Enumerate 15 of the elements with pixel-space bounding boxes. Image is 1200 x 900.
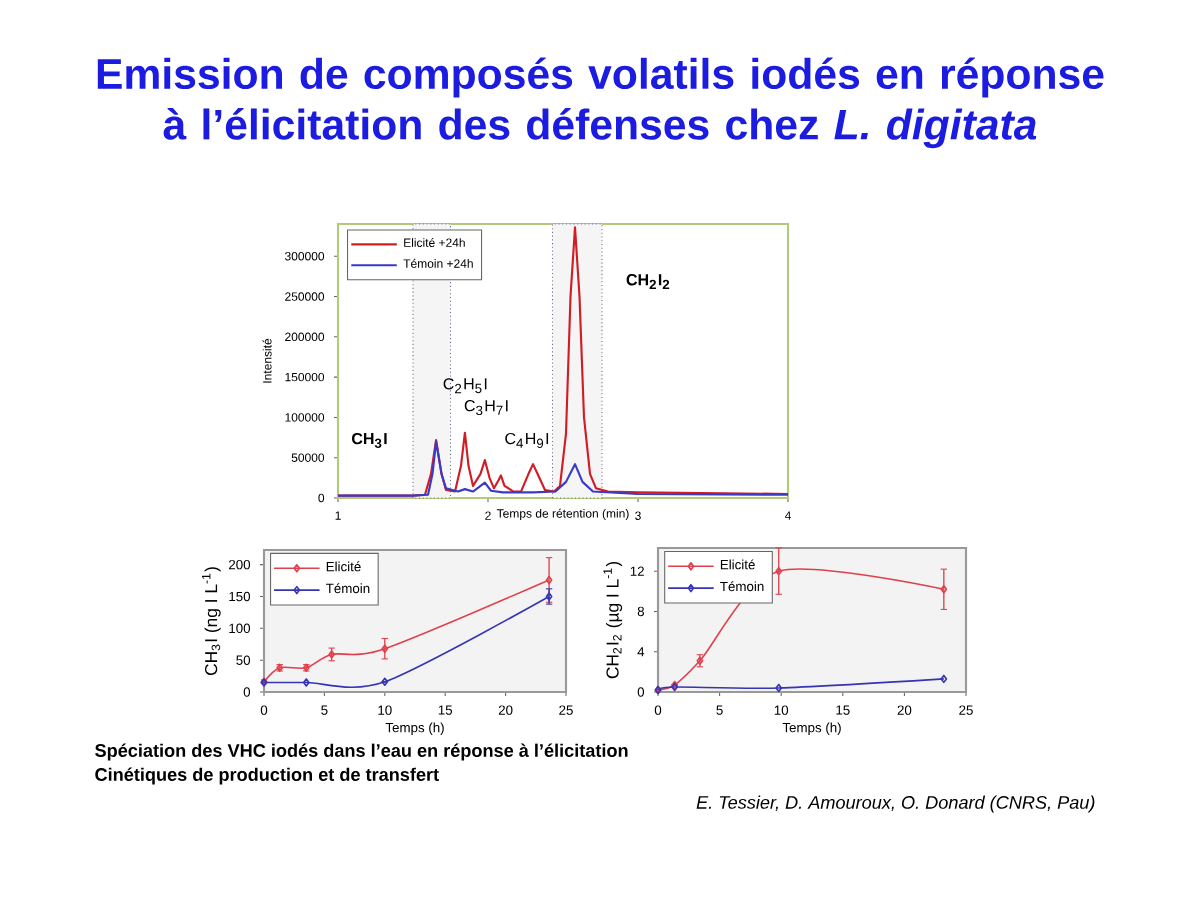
point	[775, 683, 783, 693]
annotation: C$_{3}$H$_{7}$I	[464, 400, 508, 416]
point	[381, 677, 389, 687]
point	[302, 678, 310, 687]
annotation: CH$_{2}$I$_{2}$	[626, 274, 670, 290]
point	[381, 644, 389, 653]
annotation: CH$_{3}$I	[352, 432, 387, 449]
text: E. Tessier, D. Amouroux, O. Donard (CNRS, Pau)	[696, 795, 1095, 813]
annotation: C$_{2}$H$_{5}$I	[443, 378, 487, 394]
text: Spéciation des VHC iodés dans l’eau en réponse à l’élicitation	[95, 743, 628, 761]
y-axis-title: CH$_{3}$I (ng I L$^{-1}$)	[202, 567, 221, 676]
y-axis-title: CH$_{2}$I$_{2}$ (µg I L$^{-1}$)	[603, 561, 623, 679]
annotation: C$_{4}$H$_{9}$I	[505, 432, 549, 448]
text: Cinétiques de production et de transfert	[95, 767, 439, 785]
chart-title: Emission de composés volatils iodés en réponse à l’élicitation des défenses chez L. digitata	[97, 57, 1104, 149]
